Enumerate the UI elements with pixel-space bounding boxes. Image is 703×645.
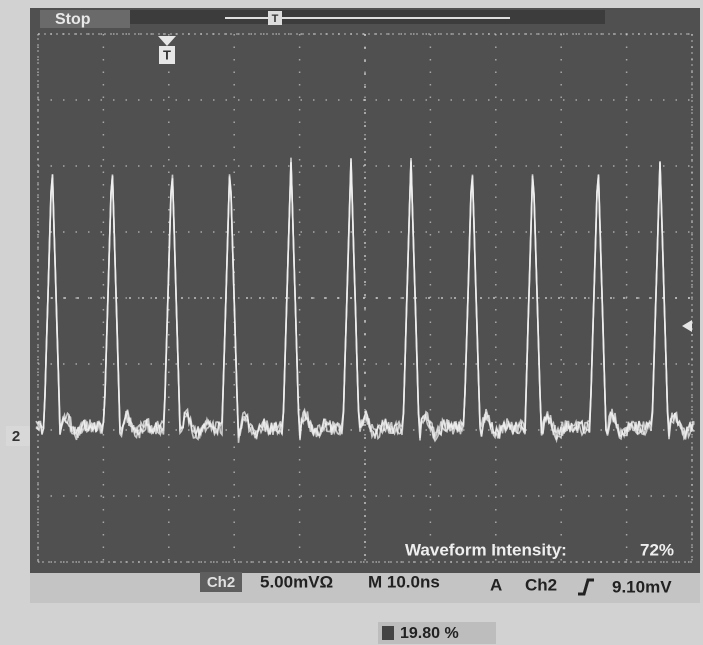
readout-scale: 5.00mVΩ bbox=[260, 572, 333, 591]
footer-icon bbox=[382, 626, 394, 640]
trigger-marker: T bbox=[163, 47, 171, 62]
intensity-label: Waveform Intensity: bbox=[405, 540, 567, 559]
readout-trigger-mode: A bbox=[490, 575, 502, 594]
readout-trigger-level: 9.10mV bbox=[612, 577, 672, 596]
readout-bar bbox=[30, 573, 700, 603]
trigger-position-marker: T bbox=[272, 13, 279, 25]
oscilloscope-photo: Stop T T 2 Waveform Intensity: 72% Ch2 5… bbox=[0, 0, 703, 645]
run-state: Stop bbox=[55, 11, 91, 28]
channel-marker: 2 bbox=[12, 428, 20, 445]
readout-timebase: M 10.0ns bbox=[368, 572, 440, 591]
readout-channel: Ch2 bbox=[207, 574, 235, 591]
intensity-value: 72% bbox=[640, 540, 674, 559]
screen bbox=[30, 8, 700, 573]
footer-position: 19.80 % bbox=[400, 625, 459, 642]
readout-trigger-source: Ch2 bbox=[525, 575, 557, 594]
